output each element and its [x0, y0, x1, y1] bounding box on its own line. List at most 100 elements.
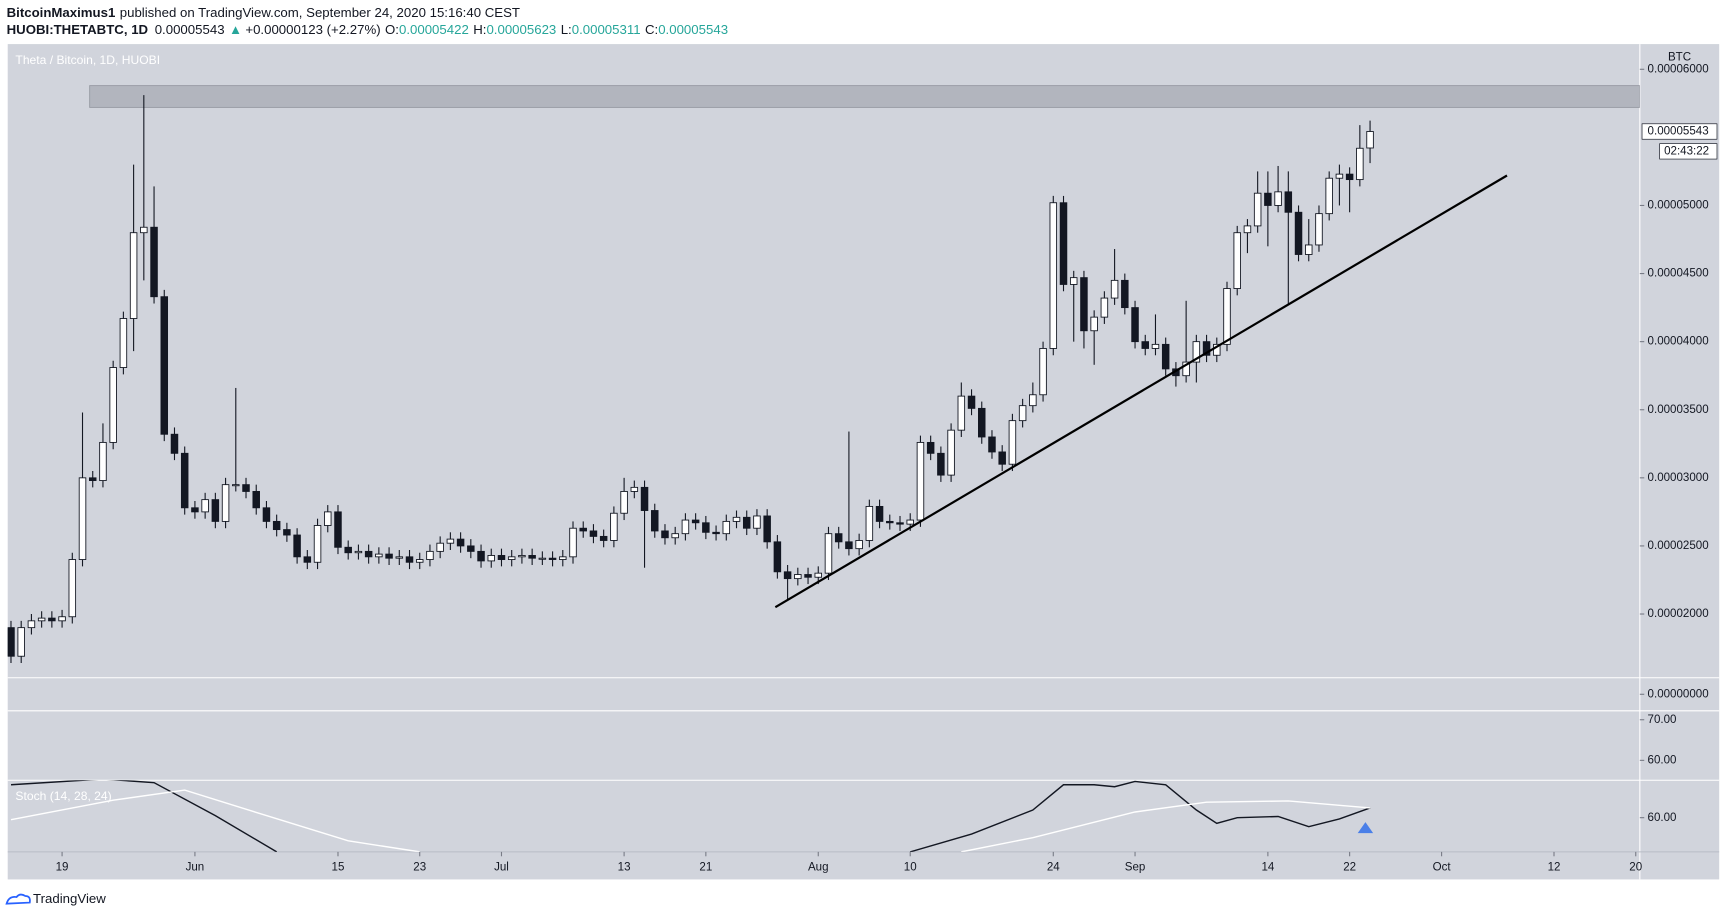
arrow: ▲ [229, 21, 242, 36]
candle-body [334, 511, 342, 548]
x-tick-label: 12 [1548, 861, 1561, 873]
candle-body [99, 441, 107, 481]
candle-body [998, 451, 1006, 465]
candle-body [886, 520, 894, 524]
x-tick-label: 24 [1047, 861, 1060, 873]
resistance-zone [89, 85, 1640, 108]
candle-body [620, 491, 628, 514]
candle-body [27, 620, 36, 629]
candle-body [1039, 348, 1047, 396]
candle-body [1345, 173, 1354, 181]
y-tick-label: 0.00003000 [1648, 472, 1709, 484]
candle-body [487, 555, 496, 562]
last-price-label: 0.00005543 [1648, 126, 1709, 138]
candle-body [783, 571, 792, 580]
candle-body [119, 318, 128, 368]
candle-body [467, 545, 475, 552]
candle-body [988, 436, 996, 453]
candle-body [78, 477, 87, 560]
candle-body [1080, 277, 1088, 332]
candle-body [446, 538, 455, 544]
candle-body [1029, 394, 1037, 407]
candle-body [804, 574, 812, 578]
candle-body [538, 557, 547, 560]
candle-body [875, 505, 884, 522]
candle-body [926, 441, 935, 454]
candle-body [1151, 343, 1160, 349]
symbol: HUOBI:THETABTC, 1D [7, 21, 148, 36]
candle-body [1121, 279, 1129, 309]
y-tick-label: 60.00 [1648, 754, 1677, 766]
candle-body [1069, 277, 1078, 285]
x-tick-label: 23 [413, 861, 426, 873]
candle-body [415, 559, 424, 563]
candle-body [497, 555, 506, 560]
x-tick-label: Oct [1433, 861, 1452, 873]
candle-body [548, 557, 557, 560]
logo-icon [5, 893, 31, 905]
candle-body [559, 556, 567, 560]
candle-body [1253, 192, 1262, 227]
candle-body [17, 627, 25, 657]
candle-body [1356, 147, 1364, 181]
x-tick-label: 15 [332, 861, 345, 873]
candle-body [364, 550, 373, 558]
candle-body [630, 486, 639, 492]
candle-body [753, 515, 761, 529]
candle-body [313, 525, 322, 563]
candle-body [824, 533, 833, 574]
x-tick-label: 13 [618, 861, 631, 873]
candle-body [405, 556, 414, 563]
candle-body [129, 232, 138, 319]
candle-body [507, 556, 516, 560]
x-tick-label: 10 [904, 861, 917, 873]
candle-body [456, 538, 465, 547]
candle-body [1335, 173, 1344, 179]
y-tick-label: 0.00002500 [1648, 540, 1709, 552]
candle-body [569, 527, 577, 558]
candle-body [773, 541, 782, 573]
candle-body [1325, 177, 1333, 215]
countdown-label: 02:43:22 [1664, 145, 1709, 157]
candle-body [1284, 191, 1293, 213]
ohlc-value: 0.00005311 [572, 21, 641, 36]
candle-body [1264, 192, 1272, 206]
x-tick-label: 20 [1629, 861, 1642, 873]
candle-body [855, 540, 863, 550]
header-line-1: BitcoinMaximus1 published on TradingView.… [7, 5, 520, 20]
candle-body [7, 627, 15, 657]
change: +0.00000123 (+2.27%) [245, 21, 380, 36]
last-price-box [1641, 123, 1718, 140]
price: 0.00005543 [155, 21, 225, 36]
y-tick-label: 0.00002000 [1648, 608, 1709, 620]
candle-body [732, 516, 741, 522]
candle-body [191, 507, 199, 513]
y-tick-label: 60.00 [1648, 812, 1677, 824]
candle-body [1274, 191, 1282, 206]
candle-body [1243, 225, 1252, 234]
candle-body [742, 516, 751, 529]
candle-body [252, 491, 260, 509]
ohlc-value: 0.00005623 [486, 21, 556, 36]
price-plot [7, 85, 1640, 664]
candle-body [354, 550, 363, 554]
ohlc-label: C: [645, 21, 658, 36]
author: BitcoinMaximus1 [7, 5, 116, 20]
footer-logo: TradingView [5, 891, 106, 906]
candle-body [1110, 279, 1119, 299]
x-tick-label: Jun [186, 861, 205, 873]
candle-body [599, 535, 608, 541]
y-tick-label: 0.00005000 [1648, 200, 1709, 212]
candle-body [691, 519, 700, 524]
candle-body [1090, 316, 1098, 332]
x-tick-label: Sep [1125, 861, 1146, 873]
candle-body [947, 429, 955, 476]
candle-body [395, 556, 404, 559]
candle-body [272, 520, 281, 531]
y-tick-label: 0.00000000 [1648, 688, 1709, 700]
series-legend: Theta / Bitcoin, 1D, HUOBI [15, 53, 160, 67]
candle-body [1223, 288, 1231, 345]
candle-body [1182, 361, 1190, 377]
